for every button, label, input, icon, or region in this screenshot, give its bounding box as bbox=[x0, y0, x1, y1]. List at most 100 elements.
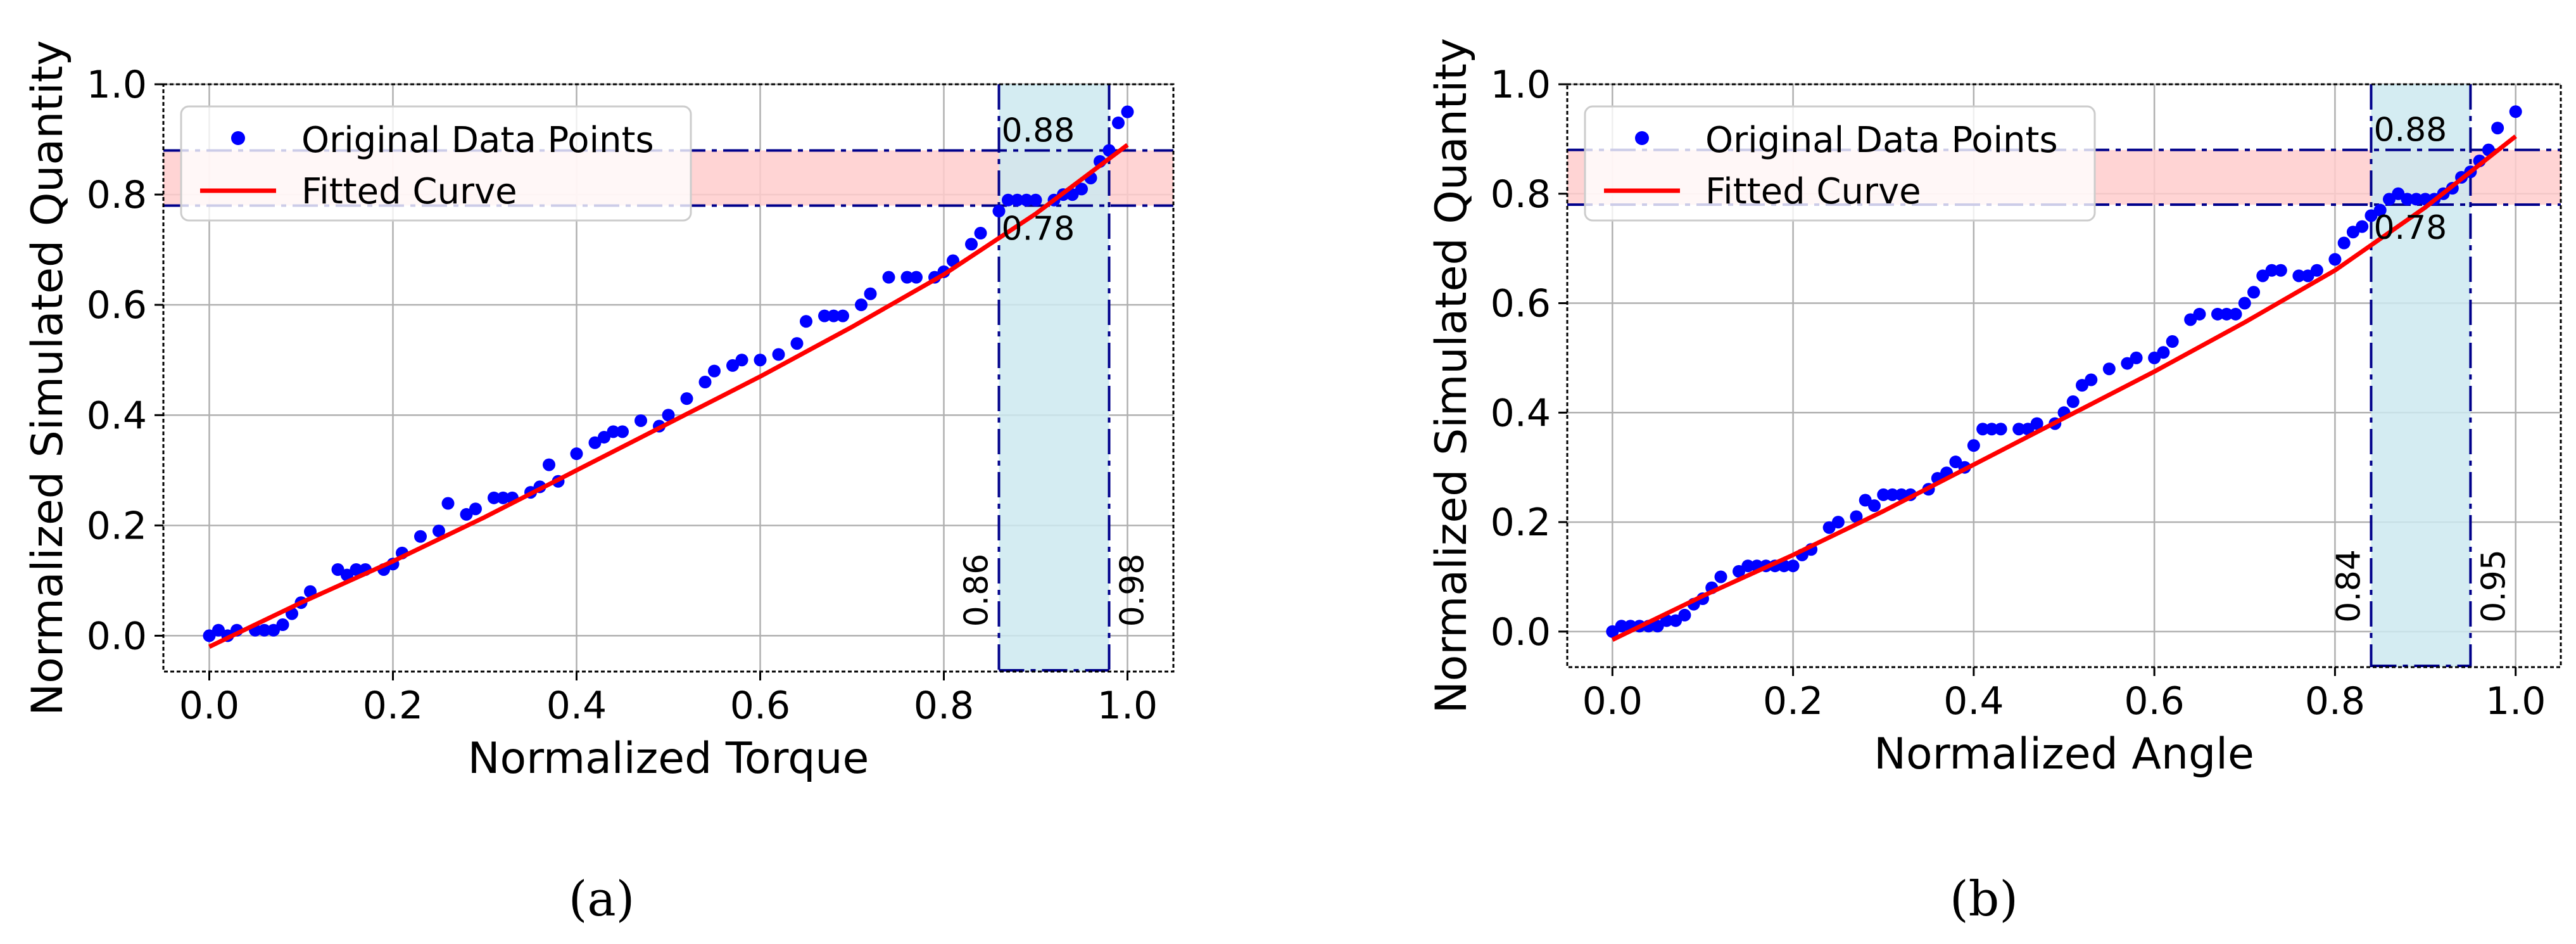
data-point bbox=[1011, 193, 1024, 207]
data-point bbox=[837, 309, 849, 322]
data-point bbox=[2409, 193, 2423, 206]
data-point bbox=[800, 315, 812, 328]
data-point bbox=[1615, 620, 1628, 633]
data-point bbox=[460, 507, 473, 521]
data-point bbox=[496, 491, 510, 504]
data-point bbox=[1985, 423, 1998, 436]
data-point bbox=[708, 364, 721, 378]
data-point bbox=[772, 348, 785, 361]
data-point bbox=[1831, 516, 1845, 529]
data-point bbox=[2265, 264, 2278, 277]
axes-frame bbox=[1566, 83, 2562, 668]
data-point bbox=[635, 414, 647, 427]
fitted-curve bbox=[1611, 134, 2517, 642]
data-point bbox=[1121, 105, 1134, 118]
data-point bbox=[2247, 286, 2261, 299]
h-band-max-label: 0.88 bbox=[2373, 112, 2447, 150]
fitted-curve bbox=[208, 143, 1129, 649]
data-point bbox=[1994, 423, 2007, 436]
data-point bbox=[855, 298, 868, 312]
y-tick-label: 0.2 bbox=[87, 504, 147, 548]
v-band-min-label: 0.84 bbox=[2330, 549, 2368, 623]
y-tick-label: 1.0 bbox=[87, 63, 147, 107]
legend-box bbox=[1584, 105, 2096, 222]
data-point bbox=[469, 502, 482, 516]
data-point bbox=[827, 309, 840, 322]
y-tick-label: 0.2 bbox=[1491, 501, 1551, 545]
x-tick-label: 1.0 bbox=[2485, 679, 2546, 724]
data-point bbox=[616, 425, 629, 438]
data-point bbox=[2102, 362, 2116, 376]
data-point bbox=[662, 409, 675, 422]
panel-label: (b) bbox=[1950, 871, 2018, 927]
data-point bbox=[2356, 220, 2369, 233]
data-point bbox=[203, 629, 216, 642]
data-point bbox=[350, 563, 363, 576]
data-point bbox=[735, 354, 748, 367]
x-tick-label: 0.8 bbox=[2305, 679, 2365, 724]
y-tick-label: 0.4 bbox=[1491, 391, 1551, 435]
data-point bbox=[1886, 488, 1899, 501]
data-point bbox=[2211, 307, 2224, 321]
chart-panel-b: 0.88 0.78 0.84 0.95 0.0 0.2 0.4 0.6 0.8 1.0 0.0 0.2… bbox=[1427, 38, 2562, 927]
data-point bbox=[2274, 264, 2287, 277]
data-point bbox=[818, 309, 831, 322]
data-point bbox=[607, 425, 620, 438]
data-point bbox=[864, 287, 877, 300]
legend-label-curve: Fitted Curve bbox=[301, 171, 517, 212]
data-point bbox=[790, 337, 804, 350]
data-point bbox=[1075, 182, 1088, 196]
x-tick-label: 0.8 bbox=[914, 684, 974, 728]
h-band-max-label: 0.88 bbox=[1002, 112, 1075, 150]
data-point bbox=[1741, 559, 1755, 573]
data-point bbox=[441, 497, 455, 510]
v-band bbox=[2371, 84, 2471, 667]
data-point bbox=[2509, 105, 2522, 118]
x-axis-label: Normalized Torque bbox=[468, 734, 869, 784]
data-point bbox=[1877, 488, 1890, 501]
x-tick-label: 0.6 bbox=[730, 684, 790, 728]
data-point bbox=[598, 431, 610, 444]
y-axis-label: Normalized Simulated Quantity bbox=[1427, 38, 1477, 713]
data-point bbox=[1976, 423, 1990, 436]
data-point bbox=[974, 227, 987, 240]
y-tick-label: 0.8 bbox=[1491, 172, 1551, 217]
data-point bbox=[1029, 193, 1042, 207]
data-point bbox=[1850, 510, 1863, 523]
x-tick-label: 0.6 bbox=[2124, 679, 2184, 724]
data-point bbox=[2328, 253, 2342, 266]
x-tick-label: 0.4 bbox=[1943, 679, 2004, 724]
y-tick-label: 0.8 bbox=[87, 173, 147, 217]
legend-marker-points bbox=[1635, 131, 1649, 145]
x-tick-label: 0.0 bbox=[1582, 679, 1643, 724]
data-point bbox=[698, 376, 712, 389]
data-point bbox=[1002, 193, 1014, 207]
y-tick-label: 1.0 bbox=[1491, 63, 1551, 107]
x-axis-label: Normalized Angle bbox=[1874, 729, 2254, 779]
data-point bbox=[2229, 307, 2242, 321]
v-band-max-label: 0.95 bbox=[2475, 549, 2513, 623]
x-tick-label: 0.2 bbox=[1763, 679, 1823, 724]
data-point bbox=[726, 359, 739, 372]
data-point bbox=[331, 563, 344, 576]
data-point bbox=[2491, 122, 2504, 135]
data-point bbox=[212, 623, 225, 637]
data-point bbox=[2310, 264, 2323, 277]
legend-label-points: Original Data Points bbox=[1705, 120, 2058, 161]
data-point bbox=[570, 447, 583, 461]
y-tick-label: 0.6 bbox=[87, 283, 147, 328]
data-point bbox=[2337, 236, 2351, 250]
data-point bbox=[680, 392, 693, 405]
x-tick-label: 0.4 bbox=[546, 684, 607, 728]
data-point bbox=[1678, 608, 1691, 622]
y-tick-label: 0.0 bbox=[87, 614, 147, 658]
data-point bbox=[2238, 297, 2251, 310]
data-point bbox=[1786, 559, 1800, 573]
data-point bbox=[2401, 193, 2414, 206]
data-point bbox=[2193, 307, 2206, 321]
legend-label-points: Original Data Points bbox=[301, 120, 654, 161]
chart-panel-a: 0.88 0.78 0.86 0.98 0.0 0.2 0.4 0.6 0.8 1.0 0.0 0.2… bbox=[23, 40, 1175, 927]
data-point bbox=[1714, 570, 1727, 584]
v-band-min-label: 0.86 bbox=[958, 554, 996, 627]
data-point bbox=[2157, 346, 2170, 359]
